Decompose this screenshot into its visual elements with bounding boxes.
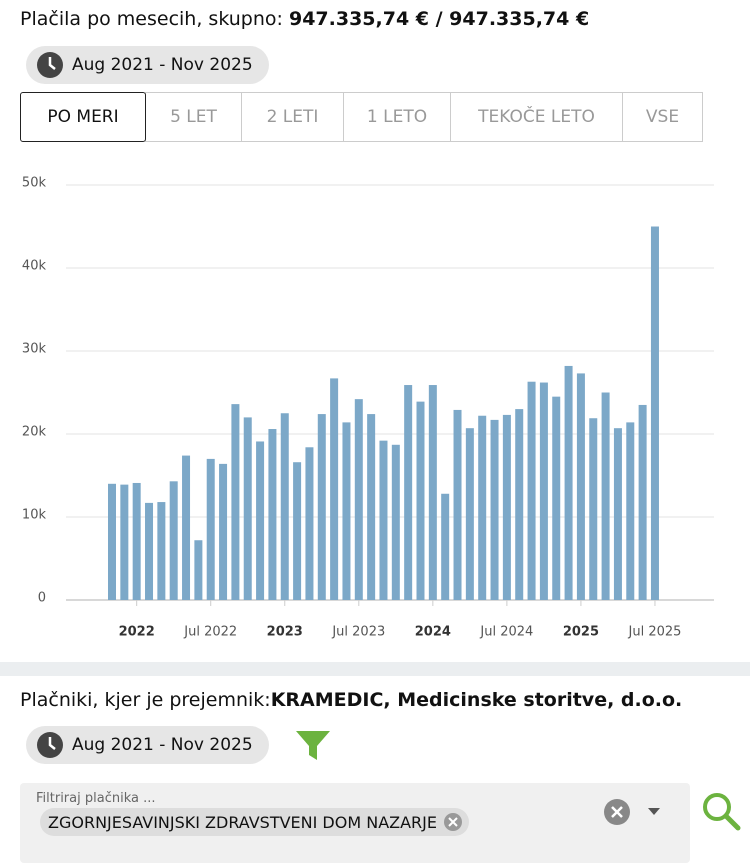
tab[interactable]: PO MERI bbox=[20, 92, 146, 142]
bar bbox=[515, 409, 524, 600]
filter-icon[interactable] bbox=[294, 728, 332, 762]
bar bbox=[108, 483, 116, 600]
bar bbox=[305, 447, 314, 600]
clock-icon bbox=[37, 52, 63, 78]
x-tick-label: Jul 2023 bbox=[331, 625, 385, 640]
bar bbox=[206, 458, 215, 600]
x-tick-label: 2022 bbox=[119, 625, 155, 640]
date-range: Aug 2021 - Nov 2025 bbox=[72, 735, 253, 755]
y-tick-label: 10k bbox=[22, 508, 47, 523]
y-tick-label: 50k bbox=[22, 176, 47, 191]
x-tick-label: Jul 2024 bbox=[479, 625, 533, 640]
bar bbox=[330, 378, 339, 600]
tab[interactable]: 2 LETI bbox=[241, 92, 344, 142]
bar bbox=[638, 404, 647, 600]
header-total: 947.335,74 € / 947.335,74 € bbox=[288, 8, 590, 30]
y-tick-label: 40k bbox=[22, 259, 47, 274]
bar bbox=[441, 493, 450, 600]
date-range: Aug 2021 - Nov 2025 bbox=[72, 55, 253, 75]
bar bbox=[576, 373, 585, 600]
bar bbox=[490, 419, 499, 600]
payers-header: Plačniki, kjer je prejemnik:KRAMEDIC, Me… bbox=[20, 689, 682, 711]
bar bbox=[453, 409, 462, 600]
bar bbox=[317, 414, 326, 600]
chip[interactable]: ZGORNJESAVINJSKI ZDRAVSTVENI DOM NAZARJE bbox=[40, 808, 469, 836]
bar bbox=[391, 444, 400, 600]
recipient: KRAMEDIC, Medicinske storitve, d.o.o. bbox=[270, 689, 683, 711]
bar bbox=[539, 382, 548, 600]
search-icon[interactable] bbox=[700, 790, 742, 832]
bar bbox=[280, 413, 289, 600]
bar bbox=[145, 502, 154, 600]
y-tick-label: 0 bbox=[38, 591, 46, 606]
header-prefix: Plačila po mesecih, skupno: bbox=[20, 8, 283, 30]
bar bbox=[416, 401, 425, 600]
bar bbox=[256, 441, 265, 600]
bar bbox=[367, 414, 376, 600]
filter-label: Filtriraj plačnika ... bbox=[36, 791, 156, 806]
bar bbox=[626, 422, 635, 600]
chip-text: ZGORNJESAVINJSKI ZDRAVSTVENI DOM NAZARJE bbox=[48, 812, 437, 832]
dropdown-icon[interactable] bbox=[646, 805, 662, 817]
bar bbox=[342, 422, 351, 600]
bar bbox=[428, 385, 437, 600]
bar bbox=[132, 482, 141, 600]
y-tick-label: 20k bbox=[22, 425, 47, 440]
y-tick-label: 30k bbox=[22, 342, 47, 357]
bar bbox=[527, 381, 536, 600]
bar bbox=[194, 540, 203, 600]
divider bbox=[0, 662, 750, 676]
bar bbox=[613, 428, 622, 600]
date-pill[interactable]: Aug 2021 - Nov 2025 bbox=[26, 46, 269, 84]
tab[interactable]: 5 LET bbox=[145, 92, 242, 142]
payers-prefix: Plačniki, kjer je prejemnik: bbox=[20, 689, 271, 711]
bar bbox=[552, 396, 561, 600]
x-tick-label: 2023 bbox=[267, 625, 303, 640]
bar bbox=[601, 392, 610, 600]
x-tick-label: Jul 2022 bbox=[183, 625, 237, 640]
chip-remove[interactable] bbox=[443, 812, 463, 832]
bar bbox=[502, 414, 511, 600]
clear-icon[interactable] bbox=[602, 797, 632, 827]
tab[interactable]: VSE bbox=[622, 92, 703, 142]
bar bbox=[379, 440, 388, 600]
bar bbox=[465, 428, 474, 600]
chart: 0 10k 20k 30k 40k 50k 2022 Jul 2022 2023 Jul 2023… bbox=[22, 176, 714, 640]
x-tick-label: Jul 2025 bbox=[628, 625, 682, 640]
bar bbox=[564, 365, 573, 600]
bar bbox=[589, 418, 598, 600]
header: Plačila po mesecih, skupno: 947.335,74 €… bbox=[20, 8, 589, 30]
date-pill[interactable]: Aug 2021 - Nov 2025 bbox=[26, 726, 269, 764]
bar bbox=[169, 481, 178, 600]
bar bbox=[243, 417, 252, 600]
bar bbox=[650, 226, 659, 600]
bar bbox=[293, 462, 302, 600]
x-tick-label: 2025 bbox=[563, 625, 599, 640]
bar bbox=[231, 404, 240, 600]
bar bbox=[120, 484, 129, 600]
bar bbox=[404, 385, 413, 600]
bar bbox=[182, 455, 191, 600]
bar bbox=[219, 463, 228, 600]
bar bbox=[354, 399, 363, 600]
clock-icon bbox=[37, 732, 63, 758]
bar bbox=[157, 502, 166, 600]
tab[interactable]: TEKOČE LETO bbox=[450, 92, 623, 142]
tab[interactable]: 1 LETO bbox=[343, 92, 451, 142]
bar bbox=[268, 429, 277, 600]
x-tick-label: 2024 bbox=[415, 625, 451, 640]
bar bbox=[478, 415, 487, 600]
filter-box[interactable]: Filtriraj plačnika ... ZGORNJESAVINJSKI … bbox=[20, 783, 690, 863]
